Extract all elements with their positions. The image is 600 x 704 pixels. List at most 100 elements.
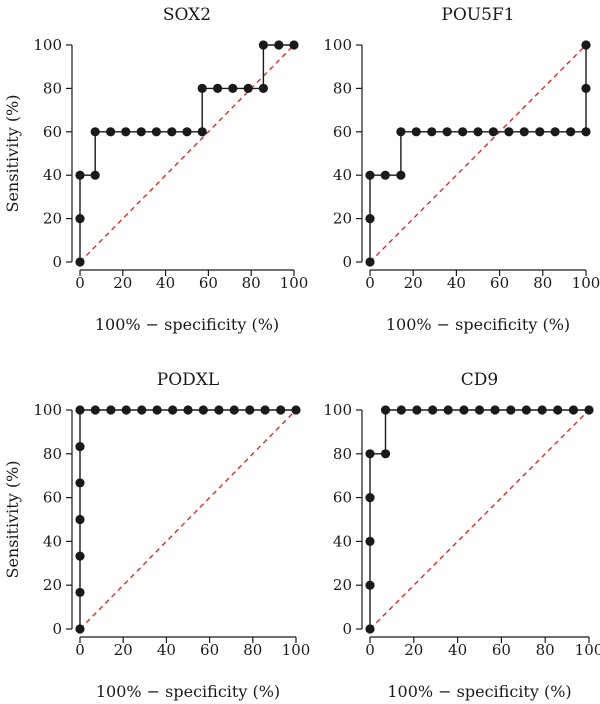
x-tick-label: 0 <box>365 641 375 659</box>
roc-point <box>168 405 178 415</box>
roc-point <box>167 127 177 137</box>
roc-point <box>581 40 591 50</box>
y-tick-label: 20 <box>43 210 62 228</box>
y-tick-label: 20 <box>333 210 352 228</box>
chart-panel-4: CD9 0 20 40 60 80 100 0 20 40 60 80 100 100% − specif… <box>323 370 600 701</box>
roc-point <box>365 214 375 224</box>
y-axis-label: Sensitivity (%) <box>3 460 22 578</box>
roc-point <box>75 170 85 180</box>
y-tick-label: 40 <box>333 532 352 550</box>
roc-point <box>75 441 85 452</box>
x-tick-label: 80 <box>533 274 552 292</box>
roc-point <box>274 40 284 50</box>
roc-point <box>581 127 591 137</box>
x-tick-label: 40 <box>156 274 175 292</box>
y-tick-label: 40 <box>43 532 62 550</box>
roc-point <box>258 40 268 50</box>
chart-title: PODXL <box>157 370 219 390</box>
roc-point <box>152 405 162 415</box>
roc-point <box>182 127 192 137</box>
reference-diagonal <box>79 409 297 630</box>
y-tick-label: 40 <box>333 166 352 184</box>
y-tick-label: 100 <box>33 401 62 419</box>
roc-point <box>584 405 594 415</box>
x-axis-label: 100% − specificity (%) <box>387 682 571 701</box>
x-tick-label: 80 <box>243 641 262 659</box>
roc-point <box>151 127 161 137</box>
roc-point <box>365 493 375 503</box>
roc-point <box>396 405 406 415</box>
roc-point <box>90 127 100 137</box>
y-tick-label: 60 <box>43 489 62 507</box>
roc-point <box>213 83 223 93</box>
chart-panel-1: SOX2 0 20 40 60 80 100 0 20 40 60 80 100 100% − speci… <box>3 5 308 334</box>
roc-point <box>75 214 85 224</box>
y-tick-label: 100 <box>323 401 352 419</box>
roc-point <box>197 127 207 137</box>
x-axis-label: 100% − specificity (%) <box>96 682 280 701</box>
x-tick-label: 100 <box>572 274 600 292</box>
chart-title: CD9 <box>461 370 498 390</box>
roc-point <box>229 405 239 415</box>
roc-point <box>136 127 146 137</box>
x-tick-label: 60 <box>492 641 511 659</box>
x-tick-label: 60 <box>200 641 219 659</box>
roc-point <box>535 127 545 137</box>
roc-point <box>365 580 375 590</box>
roc-point <box>442 127 452 137</box>
roc-point <box>137 405 147 415</box>
roc-point <box>506 405 516 415</box>
roc-point <box>106 405 116 415</box>
x-axis-label: 100% − specificity (%) <box>386 315 570 334</box>
chart-title: POU5F1 <box>441 5 514 25</box>
y-tick-label: 80 <box>43 445 62 463</box>
roc-point <box>396 127 406 137</box>
roc-point <box>183 405 193 415</box>
y-tick-label: 0 <box>52 620 62 638</box>
roc-point <box>537 405 547 415</box>
reference-diagonal <box>369 409 590 630</box>
roc-point <box>121 127 131 137</box>
roc-point <box>75 257 85 267</box>
reference-diagonal <box>79 44 295 263</box>
x-tick-label: 20 <box>113 274 132 292</box>
x-tick-label: 20 <box>114 641 133 659</box>
y-tick-label: 60 <box>333 123 352 141</box>
roc-point <box>245 405 255 415</box>
x-tick-label: 0 <box>75 641 85 659</box>
roc-point <box>380 449 391 459</box>
chart-title: SOX2 <box>163 5 211 25</box>
y-tick-label: 60 <box>43 123 62 141</box>
roc-point <box>411 127 421 137</box>
chart-panel-3: PODXL 0 20 40 60 80 100 0 20 40 60 80 100 100% − spec… <box>3 370 310 701</box>
y-tick-label: 80 <box>43 79 62 97</box>
roc-point <box>459 405 469 415</box>
roc-point <box>197 83 207 93</box>
roc-point <box>289 40 299 50</box>
x-tick-label: 100 <box>280 274 309 292</box>
roc-point <box>365 257 375 267</box>
roc-point <box>260 405 270 415</box>
y-tick-label: 0 <box>52 253 62 271</box>
x-tick-label: 60 <box>490 274 509 292</box>
roc-point <box>258 83 268 93</box>
x-tick-label: 100 <box>575 641 600 659</box>
y-tick-label: 80 <box>333 79 352 97</box>
roc-point <box>90 170 100 180</box>
roc-point <box>550 127 560 137</box>
x-tick-label: 40 <box>447 274 466 292</box>
y-tick-label: 100 <box>33 36 62 54</box>
x-tick-label: 40 <box>448 641 467 659</box>
x-axis-label: 100% − specificity (%) <box>95 315 279 334</box>
roc-point <box>488 127 498 137</box>
roc-point <box>553 405 563 415</box>
roc-point <box>90 405 100 415</box>
roc-point <box>490 405 500 415</box>
y-tick-label: 20 <box>43 576 62 594</box>
roc-point <box>75 587 85 598</box>
x-tick-label: 100 <box>282 641 311 659</box>
x-tick-label: 60 <box>199 274 218 292</box>
x-tick-label: 0 <box>75 274 85 292</box>
x-tick-label: 40 <box>157 641 176 659</box>
roc-point <box>566 127 576 137</box>
